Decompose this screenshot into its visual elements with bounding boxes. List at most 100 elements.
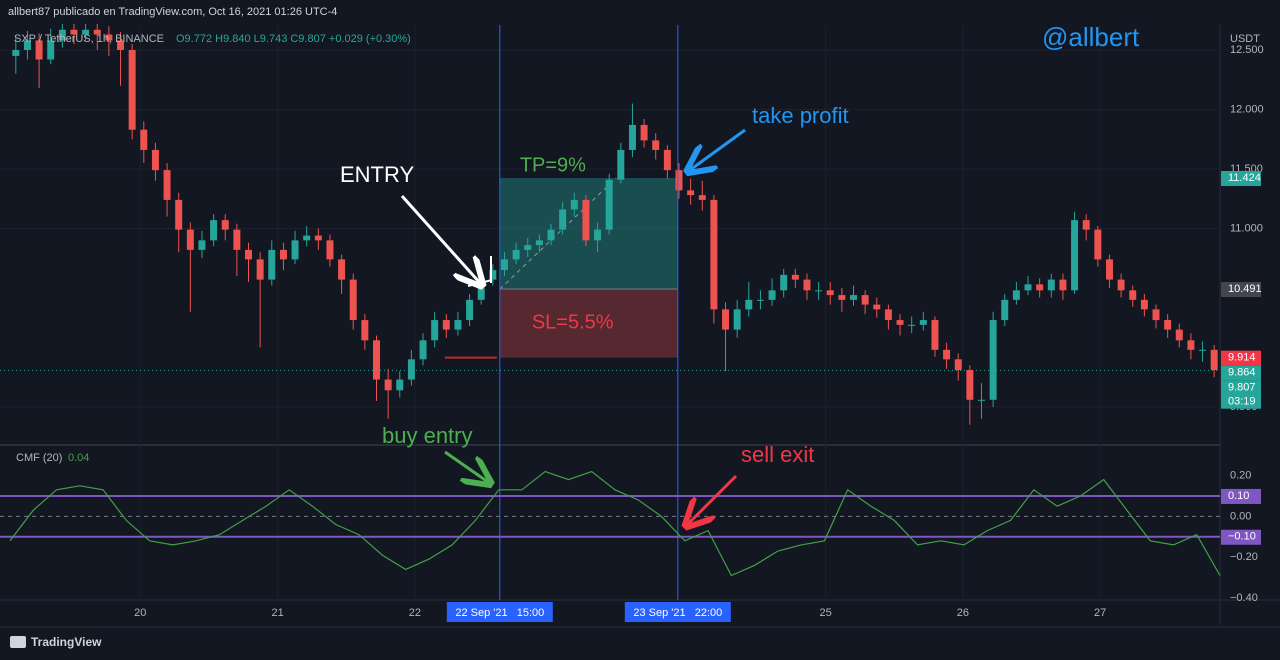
y-tick-label: 12.000 [1230, 103, 1264, 115]
entry-price: 10.491 [1228, 283, 1262, 295]
candle-body [512, 249, 520, 260]
marker-price: 9.864 [1228, 367, 1256, 379]
candle-body [698, 195, 706, 200]
candle-body [1187, 340, 1195, 350]
candle-body [128, 49, 136, 130]
candle-body [326, 240, 334, 260]
last-price: 9.807 [1228, 382, 1256, 394]
candle-body [594, 229, 602, 241]
sl-price-box [1221, 350, 1261, 366]
chart-title: SXP / TetherUS, 1h, BINANCE [14, 33, 164, 45]
candle-body [745, 299, 753, 310]
candle-body [140, 129, 148, 150]
candle-body [850, 295, 857, 300]
candle-body [943, 349, 951, 360]
candle-body [547, 229, 555, 241]
candle-body [1152, 309, 1160, 321]
candle-body [1117, 279, 1125, 291]
candle-body [733, 309, 741, 330]
unit: USDT [1230, 33, 1260, 45]
candle-body [815, 290, 823, 292]
candle-body [466, 299, 474, 321]
candle-body [663, 149, 671, 171]
candle-body [151, 149, 159, 171]
candle-body [1129, 290, 1137, 300]
y2-tick-label: 0.20 [1230, 469, 1251, 481]
candle-body [23, 40, 31, 50]
tp-label: TP=9% [520, 154, 586, 176]
level-box [1221, 529, 1261, 545]
buy-entry-label: buy entry [382, 423, 473, 448]
candle-body [419, 340, 427, 360]
candle-body [861, 295, 869, 305]
candle-body [361, 320, 369, 341]
candle-body [268, 249, 276, 280]
candle-body [524, 245, 532, 250]
x-tick-label: 27 [1094, 607, 1106, 619]
target-path [499, 177, 617, 290]
candle-body [873, 304, 881, 310]
candle-body [954, 359, 962, 371]
y-tick-label: 11.000 [1230, 222, 1263, 234]
x-tick-label: 22 [409, 607, 421, 619]
level-label: −0.10 [1228, 531, 1256, 543]
candle-body [279, 249, 287, 260]
y-tick-label: 12.500 [1230, 44, 1264, 56]
buy-entry-arrow [444, 450, 488, 482]
candle-body [978, 399, 985, 401]
level-label: 0.10 [1228, 490, 1249, 502]
candle-body [105, 34, 113, 41]
candle-body [489, 270, 497, 280]
handle: @allbert [1042, 22, 1140, 52]
take-profit-label: take profit [752, 103, 849, 128]
candle-body [1105, 259, 1113, 280]
ohlc-legend: O9.772 H9.840 L9.743 C9.807 +0.029 (+0.3… [176, 33, 411, 45]
candle-body [1210, 349, 1218, 371]
marker-price-box [1221, 365, 1261, 381]
sl-label: SL=5.5% [532, 312, 614, 334]
candle-body [1059, 279, 1067, 291]
candle-body [1024, 284, 1032, 291]
cmf-title: CMF (20) [16, 452, 62, 464]
candle-body [1012, 290, 1020, 300]
candle-body [221, 220, 229, 230]
candle-body [12, 49, 20, 56]
candle-body [710, 199, 718, 310]
x-tick-label: 25 [819, 607, 831, 619]
candle-body [617, 149, 625, 180]
y2-tick-label: 0.00 [1230, 510, 1251, 522]
time-marker-box [446, 602, 553, 622]
entry-price-box [1221, 282, 1261, 298]
candle-body [47, 40, 55, 60]
candle-body [349, 279, 357, 321]
last-price-box [1221, 380, 1261, 396]
candle-body [989, 320, 997, 400]
candle-body [768, 290, 776, 300]
take-profit-arrow [690, 128, 746, 170]
candle-body [256, 259, 264, 280]
candle-body [454, 320, 462, 330]
candle-body [908, 324, 916, 326]
candle-body [559, 209, 567, 230]
candle-body [384, 379, 392, 391]
candle-body [570, 199, 578, 210]
x-tick-label: 20 [134, 607, 146, 619]
grid [0, 25, 1220, 600]
candle-body [431, 320, 439, 341]
x-tick-label: 21 [271, 607, 283, 619]
candle-body [82, 29, 90, 35]
x-tick-label: 26 [957, 607, 969, 619]
publisher: allbert87 publicado en TradingView.com, … [8, 6, 337, 18]
candle-body [675, 170, 683, 191]
candle-body [93, 29, 101, 35]
level-box [1221, 488, 1261, 504]
candle-body [442, 320, 450, 330]
time-marker-box [624, 602, 731, 622]
candle-body [628, 124, 636, 150]
candle-body [1094, 229, 1102, 260]
candle-body [373, 340, 380, 380]
countdown: 03:19 [1228, 396, 1256, 408]
countdown-box [1221, 394, 1261, 409]
candle-body [931, 320, 939, 350]
